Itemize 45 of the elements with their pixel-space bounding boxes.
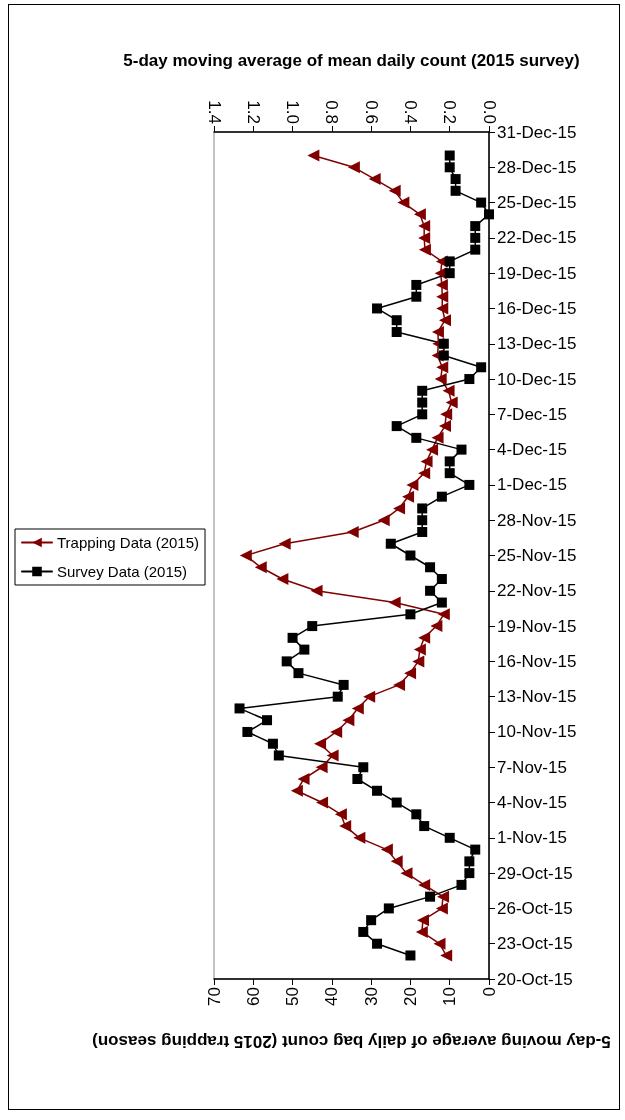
x2-tick-label: 0.4 bbox=[400, 100, 420, 124]
y-tick-label: 23-Oct-15 bbox=[497, 934, 573, 954]
y-tick-label: 16-Nov-15 bbox=[497, 651, 577, 671]
x-tick-label: 50 bbox=[283, 987, 303, 1006]
y-tick-label: 22-Nov-15 bbox=[497, 581, 577, 601]
x-tick-label: 20 bbox=[400, 987, 420, 1006]
x-tick-label: 40 bbox=[322, 987, 342, 1006]
y-tick-label: 7-Nov-15 bbox=[497, 757, 567, 777]
x-tick-label: 10 bbox=[440, 987, 460, 1006]
y-tick-label: 25-Dec-15 bbox=[497, 193, 577, 213]
legend-label: Trapping Data (2015) bbox=[57, 534, 200, 551]
y-tick-label: 28-Nov-15 bbox=[497, 510, 577, 530]
x-axis-title: 5-day moving average of daily bag count (2015 trapping season) bbox=[92, 1031, 611, 1051]
x2-tick-label: 1.4 bbox=[204, 100, 224, 124]
y-tick-label: 4-Nov-15 bbox=[497, 793, 567, 813]
y-tick-label: 26-Oct-15 bbox=[497, 898, 573, 918]
x-tick-label: 0 bbox=[479, 987, 499, 997]
x2-tick-label: 0.6 bbox=[361, 100, 381, 124]
y-tick-label: 13-Dec-15 bbox=[497, 334, 577, 354]
y-tick-label: 19-Nov-15 bbox=[497, 616, 577, 636]
x-tick-label: 70 bbox=[204, 987, 224, 1006]
x2-tick-label: 1.0 bbox=[283, 100, 303, 124]
x2-tick-label: 0.8 bbox=[322, 100, 342, 124]
y-tick-label: 25-Nov-15 bbox=[497, 546, 577, 565]
y-tick-label: 4-Dec-15 bbox=[497, 440, 567, 460]
x2-tick-label: 0.2 bbox=[440, 100, 460, 124]
legend-label: Survey Data (2015) bbox=[57, 563, 188, 580]
y-tick-label: 20-Oct-15 bbox=[497, 969, 573, 989]
x2-tick-label: 1.2 bbox=[243, 100, 263, 124]
y-tick-label: 19-Dec-15 bbox=[497, 263, 577, 283]
y-tick-label: 10-Nov-15 bbox=[497, 722, 577, 742]
x2-axis-title: 5-day moving average of mean daily count (2015 survey) bbox=[123, 50, 580, 70]
y-tick-label: 1-Dec-15 bbox=[497, 475, 567, 495]
y-tick-label: 28-Dec-15 bbox=[497, 157, 577, 177]
y-tick-label: 7-Dec-15 bbox=[497, 404, 567, 424]
y-tick-label: 16-Dec-15 bbox=[497, 298, 577, 318]
x-tick-label: 30 bbox=[361, 987, 381, 1006]
x2-tick-label: 0.0 bbox=[479, 100, 499, 124]
y-tick-label: 22-Dec-15 bbox=[497, 228, 577, 248]
x-tick-label: 60 bbox=[243, 987, 263, 1006]
y-tick-label: 31-Dec-15 bbox=[497, 122, 577, 142]
y-tick-label: 29-Oct-15 bbox=[497, 863, 573, 883]
y-tick-label: 1-Nov-15 bbox=[497, 828, 567, 848]
y-tick-label: 10-Dec-15 bbox=[497, 369, 577, 389]
y-tick-label: 13-Nov-15 bbox=[497, 687, 577, 707]
